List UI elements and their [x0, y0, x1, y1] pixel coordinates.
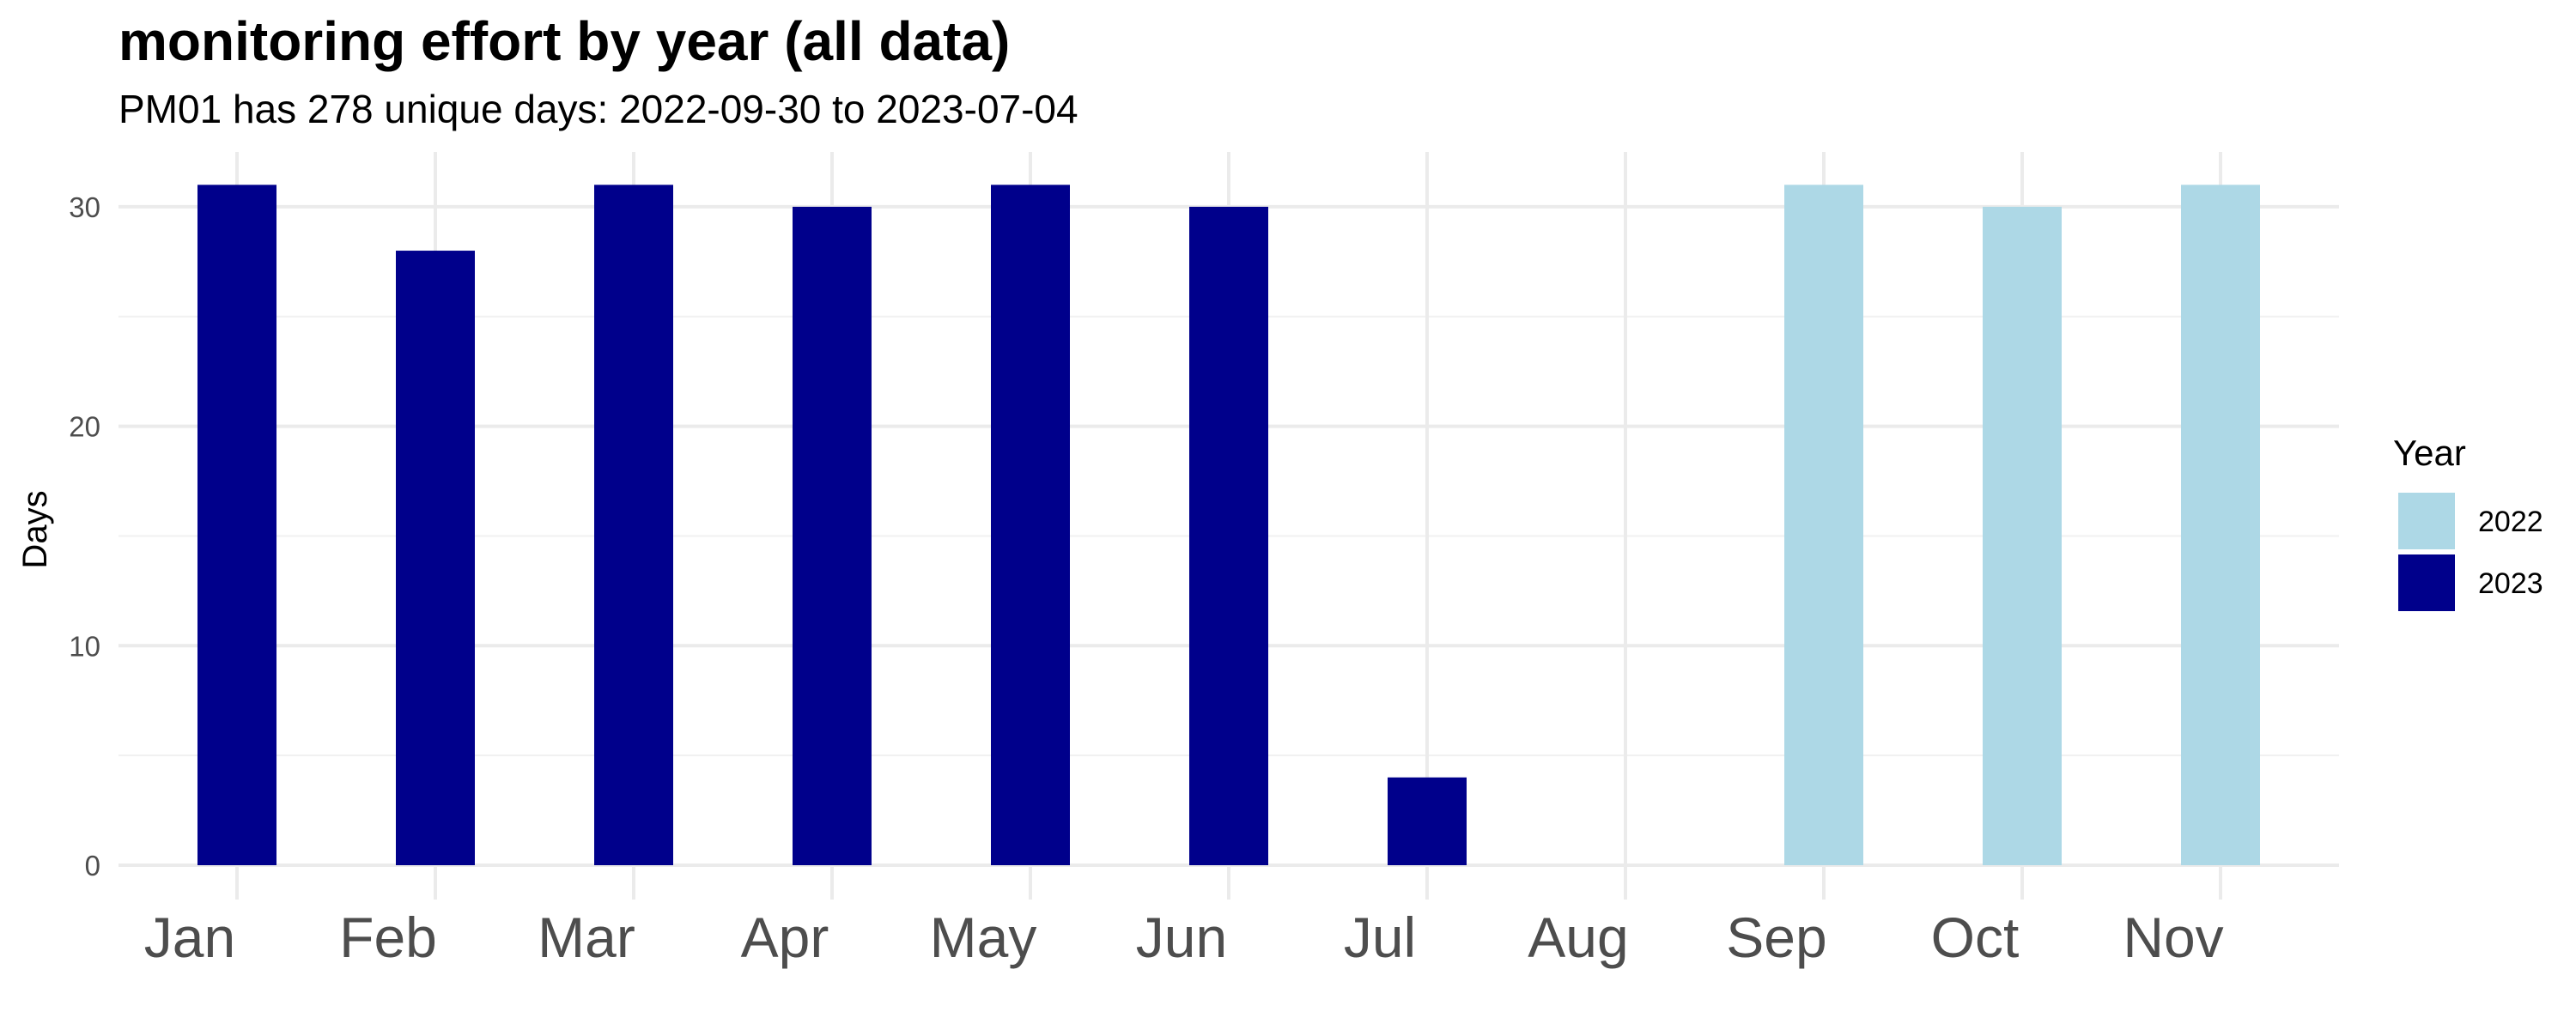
x-tick-label: Mar	[538, 906, 635, 969]
legend-label-2023: 2023	[2478, 567, 2543, 600]
bars	[197, 185, 2260, 865]
legend-title: Year	[2393, 433, 2466, 473]
legend-key-2022	[2398, 493, 2455, 549]
x-tick-label: Sep	[1726, 906, 1826, 969]
x-tick-label: Jun	[1136, 906, 1227, 969]
x-tick-label: Jan	[144, 906, 235, 969]
y-tick-label: 0	[85, 850, 100, 882]
bar-2023-jul	[1388, 777, 1467, 865]
x-tick-label: Aug	[1528, 906, 1628, 969]
chart-title: monitoring effort by year (all data)	[118, 10, 1010, 72]
x-tick-label: May	[930, 906, 1037, 969]
bar-2023-feb	[396, 251, 475, 865]
bar-2023-may	[991, 185, 1070, 865]
y-tick-label: 30	[69, 191, 100, 223]
bar-2022-nov	[2181, 185, 2260, 865]
x-tick-label: Feb	[339, 906, 437, 969]
y-tick-label: 20	[69, 411, 100, 443]
y-axis-label: Days	[16, 490, 54, 568]
bar-2022-sep	[1784, 185, 1863, 865]
x-tick-label: Apr	[741, 906, 829, 969]
y-tick-label: 10	[69, 630, 100, 662]
bar-2023-mar	[594, 185, 673, 865]
legend-key-2023	[2398, 554, 2455, 611]
x-tick-label: Jul	[1344, 906, 1416, 969]
x-axis-ticks: Jan Feb Mar Apr May Jun Jul Aug Sep Oct Nov	[144, 906, 2224, 969]
legend-label-2022: 2022	[2478, 506, 2543, 538]
bar-2022-oct	[1983, 206, 2062, 865]
legend: Year 2022 2023	[2393, 433, 2543, 611]
x-tick-label: Oct	[1931, 906, 2020, 969]
bar-2023-apr	[793, 206, 872, 865]
bar-2023-jun	[1189, 206, 1268, 865]
x-tick-label: Nov	[2123, 906, 2223, 969]
chart-subtitle: PM01 has 278 unique days: 2022-09-30 to …	[118, 87, 1078, 131]
bar-2023-jan	[197, 185, 276, 865]
y-axis-ticks: 0 10 20 30	[69, 191, 100, 882]
